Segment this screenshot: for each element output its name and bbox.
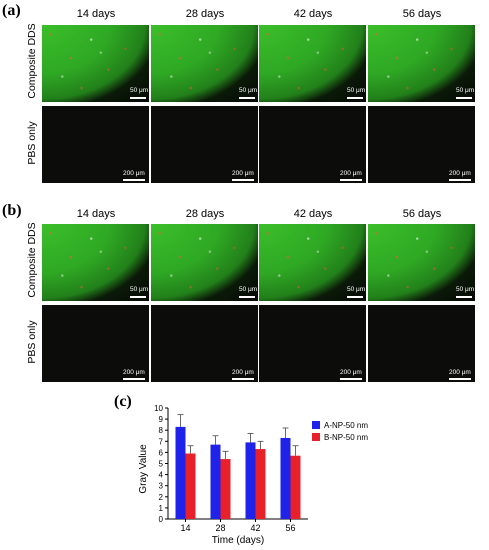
scale-bar — [123, 179, 145, 181]
panel-a-col-header-1: 14 days — [76, 8, 116, 20]
scale-bar — [347, 97, 363, 99]
scale-bar-label: 50 μm — [456, 87, 475, 94]
scale-bar-label: 50 μm — [347, 286, 366, 293]
scale-bar-label: 50 μm — [239, 286, 258, 293]
y-tick-label: 7 — [159, 437, 164, 446]
bar — [210, 444, 221, 519]
panel-b-composite-tile-42: 50 μm — [259, 224, 366, 301]
panel-a-col-header-3: 42 days — [293, 8, 333, 20]
panel-a-composite-tile-28: 50 μm — [151, 25, 258, 102]
scale-bar-label: 50 μm — [130, 87, 149, 94]
panel-b-col-header-1: 14 days — [76, 208, 116, 220]
scale-bar-label: 200 μm — [232, 170, 254, 177]
panel-b-composite-tile-14: 50 μm — [42, 224, 149, 301]
y-axis-label: Gray Value — [138, 444, 149, 494]
panel-b-letter: (b) — [2, 202, 22, 219]
scale-bar-label: 200 μm — [340, 170, 362, 177]
scale-bar-label: 200 μm — [340, 369, 362, 376]
x-tick-label: 28 — [215, 523, 225, 533]
scale-bar-label: 200 μm — [449, 170, 471, 177]
scale-bar — [449, 378, 471, 380]
panel-a-pbs-tile-14: 200 μm — [42, 106, 149, 183]
panel-a-pbs-tile-42: 200 μm — [259, 106, 366, 183]
panel-a-composite-tile-56: 50 μm — [368, 25, 475, 102]
scale-bar — [456, 97, 472, 99]
y-tick-label: 9 — [159, 415, 164, 424]
scale-bar — [232, 378, 254, 380]
scale-bar — [449, 179, 471, 181]
panel-b-col-header-3: 42 days — [293, 208, 333, 220]
panel-a-pbs-tile-28: 200 μm — [151, 106, 258, 183]
scale-bar — [239, 296, 255, 298]
panel-b-row-label-pbs: PBS only — [26, 320, 38, 364]
legend-swatch — [312, 433, 320, 441]
scale-bar — [232, 179, 254, 181]
scale-bar — [340, 378, 362, 380]
scale-bar-label: 200 μm — [449, 369, 471, 376]
scale-bar — [123, 378, 145, 380]
x-tick-label: 56 — [285, 523, 295, 533]
y-tick-label: 2 — [159, 493, 164, 502]
x-tick-label: 42 — [250, 523, 260, 533]
y-tick-label: 0 — [159, 515, 164, 524]
panel-b-pbs-tile-28: 200 μm — [151, 305, 258, 382]
scale-bar — [239, 97, 255, 99]
legend-swatch — [312, 421, 320, 429]
scale-bar — [130, 97, 146, 99]
x-tick-label: 14 — [180, 523, 190, 533]
panel-b-col-header-2: 28 days — [185, 208, 225, 220]
panel-a-pbs-tile-56: 200 μm — [368, 106, 475, 183]
scale-bar-label: 200 μm — [123, 369, 145, 376]
bar — [185, 453, 196, 519]
y-tick-label: 5 — [159, 460, 164, 469]
panel-a-row-label-pbs: PBS only — [26, 121, 38, 165]
scale-bar-label: 200 μm — [123, 170, 145, 177]
y-tick-label: 10 — [154, 404, 163, 413]
panel-a-composite-tile-42: 50 μm — [259, 25, 366, 102]
panel-b-pbs-tile-42: 200 μm — [259, 305, 366, 382]
panel-b-composite-tile-28: 50 μm — [151, 224, 258, 301]
chart-legend: A-NP-50 nm B-NP-50 nm — [312, 421, 368, 442]
bar — [245, 442, 256, 519]
y-tick-label: 4 — [159, 471, 164, 480]
panel-b-row-label-composite: Composite DDS — [26, 222, 38, 298]
chart-bars — [175, 414, 301, 519]
bar — [175, 426, 186, 519]
scale-bar-label: 50 μm — [456, 286, 475, 293]
panel-a-letter: (a) — [2, 2, 21, 19]
bar — [220, 459, 231, 519]
panel-b-col-header-4: 56 days — [402, 208, 442, 220]
panel-b-pbs-tile-14: 200 μm — [42, 305, 149, 382]
scale-bar — [347, 296, 363, 298]
legend-label: A-NP-50 nm — [324, 421, 368, 430]
panel-a-col-header-2: 28 days — [185, 8, 225, 20]
panel-b-pbs-tile-56: 200 μm — [368, 305, 475, 382]
scale-bar — [340, 179, 362, 181]
scale-bar-label: 50 μm — [347, 87, 366, 94]
scale-bar-label: 50 μm — [239, 87, 258, 94]
bar — [280, 437, 291, 519]
bar — [290, 455, 301, 519]
scale-bar — [456, 296, 472, 298]
y-tick-label: 6 — [159, 448, 164, 457]
legend-label: B-NP-50 nm — [324, 433, 368, 442]
scale-bar — [130, 296, 146, 298]
scale-bar-label: 50 μm — [130, 286, 149, 293]
panel-b-composite-tile-56: 50 μm — [368, 224, 475, 301]
x-axis-label: Time (days) — [212, 535, 264, 546]
panel-c-letter: (c) — [114, 393, 132, 410]
y-tick-label: 1 — [159, 504, 164, 513]
y-tick-label: 3 — [159, 482, 164, 491]
bar — [255, 449, 266, 519]
scale-bar-label: 200 μm — [232, 369, 254, 376]
panel-a-row-label-composite: Composite DDS — [26, 23, 38, 99]
y-tick-label: 8 — [159, 426, 164, 435]
panel-a-composite-tile-14: 50 μm — [42, 25, 149, 102]
panel-a-col-header-4: 56 days — [402, 8, 442, 20]
